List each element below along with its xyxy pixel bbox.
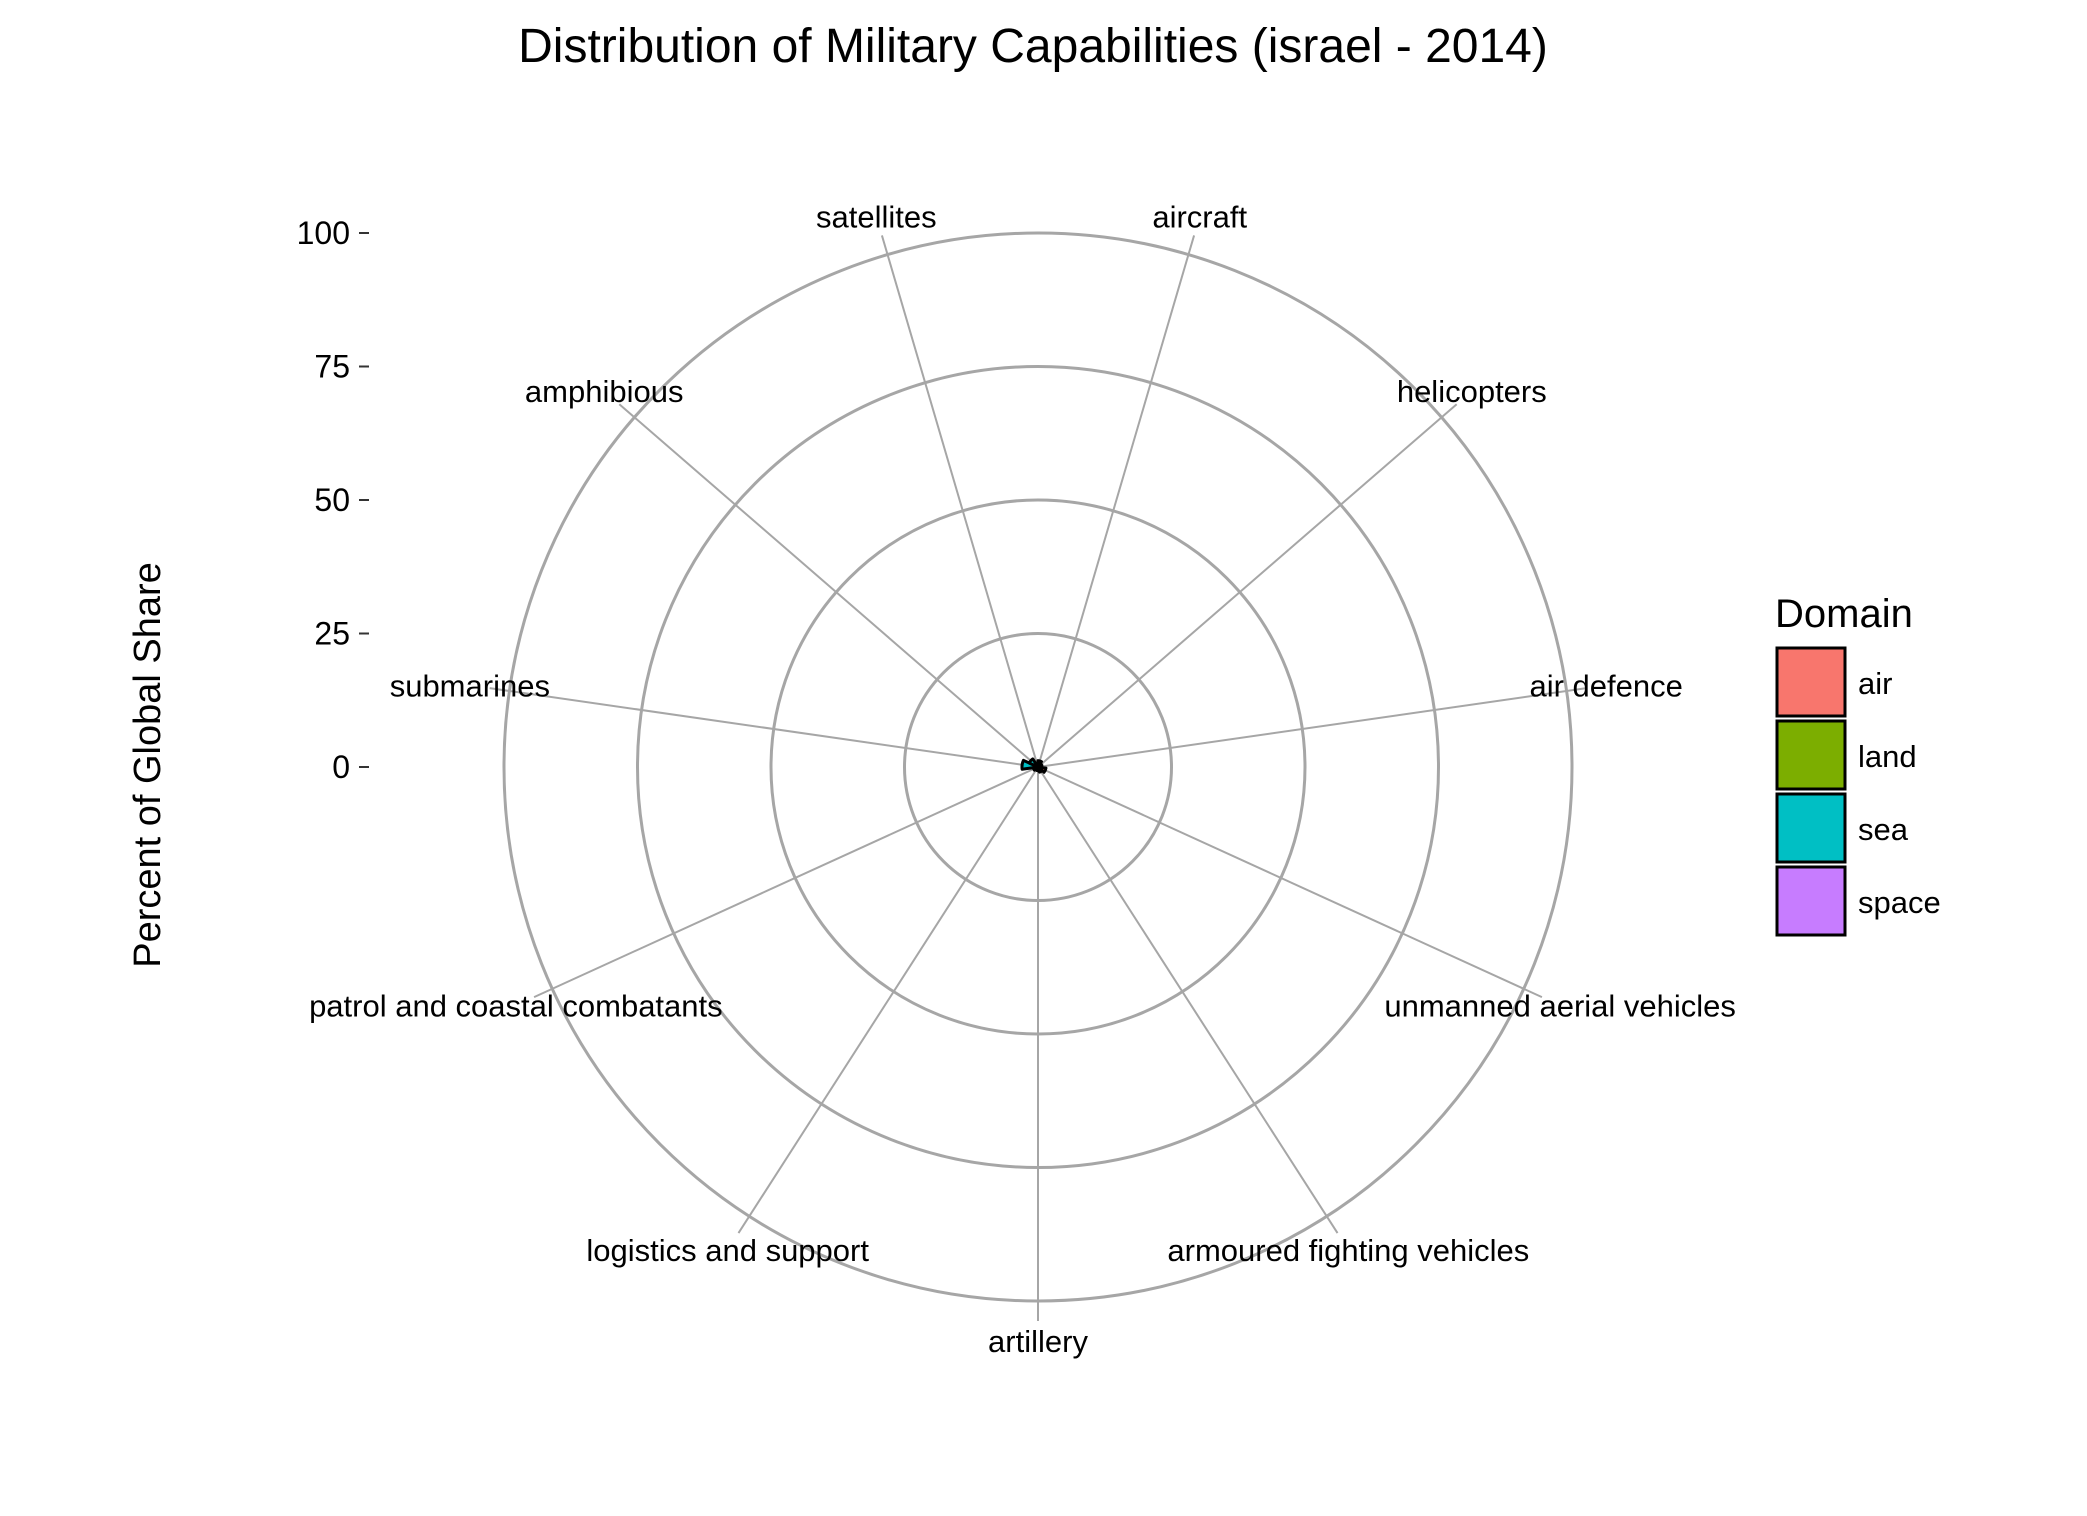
chart-title: Distribution of Military Capabilities (i… — [518, 20, 1548, 73]
grid-spoke — [737, 766, 1039, 1234]
category-label-unmanned-aerial-vehicles: unmanned aerial vehicles — [1384, 988, 1736, 1023]
legend-label-land: land — [1858, 739, 1917, 774]
y-tick-label: 50 — [314, 482, 350, 518]
legend: Domain air land sea space — [1775, 592, 1941, 937]
category-label-logistics-and-support: logistics and support — [586, 1233, 869, 1268]
legend-swatch-air — [1775, 646, 1847, 718]
bar-layer — [1020, 757, 1048, 774]
grid-spoke — [1037, 766, 1339, 1234]
category-label-armoured-fighting-vehicles: armoured fighting vehicles — [1167, 1233, 1529, 1268]
bar-satellites — [1035, 762, 1040, 769]
legend-swatch-sea — [1775, 792, 1847, 864]
grid-spoke — [618, 403, 1039, 768]
y-tick-label: 75 — [314, 349, 350, 385]
category-label-artillery: artillery — [988, 1324, 1088, 1359]
y-tick-label: 0 — [332, 749, 350, 785]
grid-spoke — [1037, 403, 1458, 768]
category-label-air-defence: air defence — [1529, 668, 1682, 703]
legend-label-space: space — [1858, 885, 1941, 920]
y-tick-label: 25 — [314, 616, 350, 652]
legend-swatch-space — [1775, 865, 1847, 937]
category-label-submarines: submarines — [390, 668, 550, 703]
category-labels: aircraft helicopters air defence unmanned a… — [309, 199, 1736, 1359]
y-axis-title: Percent of Global Share — [127, 562, 169, 968]
category-label-helicopters: helicopters — [1397, 374, 1547, 409]
category-label-amphibious: amphibious — [525, 374, 684, 409]
legend-title: Domain — [1775, 592, 1913, 636]
category-label-satellites: satellites — [816, 199, 937, 234]
grid-spoke — [1037, 766, 1543, 999]
grid-spoke — [1037, 687, 1587, 768]
grid-spoke — [489, 687, 1039, 768]
legend-label-air: air — [1858, 666, 1892, 701]
y-axis-ticks: 0 25 50 75 100 — [297, 215, 369, 785]
category-label-patrol-and-coastal-combatants: patrol and coastal combatants — [309, 988, 723, 1023]
polar-grid — [489, 231, 1587, 1321]
grid-spoke — [533, 766, 1039, 999]
grid-spoke — [1037, 235, 1196, 768]
y-tick-label: 100 — [297, 215, 350, 251]
grid-spoke — [880, 235, 1039, 768]
category-label-aircraft: aircraft — [1152, 199, 1247, 234]
legend-label-sea: sea — [1858, 812, 1909, 847]
legend-swatch-land — [1775, 719, 1847, 791]
